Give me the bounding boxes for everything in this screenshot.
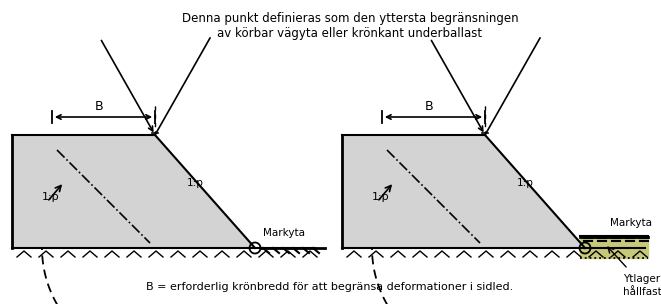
Text: 1:p: 1:p bbox=[372, 192, 389, 202]
Text: Ytlager med skjuv-
hållfasthet < 10 kPa: Ytlager med skjuv- hållfasthet < 10 kPa bbox=[623, 274, 661, 297]
Text: Markyta: Markyta bbox=[610, 218, 652, 228]
Text: 1:p: 1:p bbox=[517, 178, 534, 188]
Text: B: B bbox=[95, 100, 104, 113]
Text: 1:p: 1:p bbox=[42, 192, 59, 202]
Polygon shape bbox=[342, 135, 585, 248]
Polygon shape bbox=[12, 135, 255, 248]
Text: Denna punkt definieras som den yttersta begränsningen
av körbar vägyta eller krö: Denna punkt definieras som den yttersta … bbox=[182, 12, 518, 40]
Text: B: B bbox=[425, 100, 434, 113]
Text: B = erforderlig krönbredd för att begränsa deformationer i sidled.: B = erforderlig krönbredd för att begrän… bbox=[146, 282, 514, 292]
Text: 1:p: 1:p bbox=[187, 178, 204, 188]
Text: Markyta: Markyta bbox=[263, 228, 305, 238]
Polygon shape bbox=[580, 236, 648, 258]
